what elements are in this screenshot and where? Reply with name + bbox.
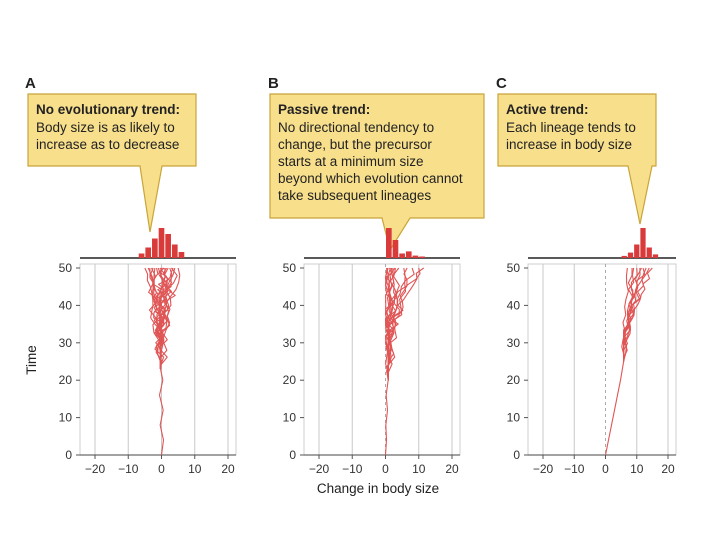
lineage-path [623,267,647,362]
callout-line: change, but the precursor [278,137,432,152]
lineage-group [384,267,425,456]
callout-line: starts at a minimum size [278,154,424,169]
y-tick-label: 20 [59,373,73,387]
histogram-bar [640,228,646,258]
y-tick-label: 30 [283,336,297,350]
lineage-path [623,267,653,362]
histogram-bar [627,252,634,258]
x-tick-label: 0 [382,462,389,476]
y-tick-label: 10 [507,411,521,425]
lineage-path [386,267,408,381]
histogram-bar [152,238,158,258]
histogram-bar [419,256,425,258]
lineage-trunk [604,361,625,456]
histogram-bar [634,244,640,258]
callout-line: increase in body size [506,137,632,152]
x-tick-label: −10 [564,462,585,476]
lineage-group [604,267,653,456]
x-tick-label: −10 [342,462,363,476]
panel-c: C Active trend: Each lineage tends to incre… [496,75,677,476]
histogram-bar [171,244,178,258]
callout-line: beyond which evolution cannot [278,171,463,186]
histogram-bar [386,228,392,258]
histogram-bar [412,255,419,258]
panel-a: ANo evolutionary trend: Body size is as l… [25,75,237,476]
y-tick-label: 10 [283,411,297,425]
x-tick-label: −20 [85,462,106,476]
callout-line: take subsequent lineages [278,188,431,203]
lineage-path [385,267,393,381]
x-tick-label: 0 [602,462,609,476]
callout-box [269,93,485,252]
histogram-bar [178,252,185,258]
panel-letter: B [268,75,279,92]
histogram-bar [138,253,145,258]
histogram-bar [399,253,405,258]
x-tick-label: 0 [158,462,165,476]
x-tick-label: 10 [412,462,426,476]
y-tick-label: 30 [507,336,521,350]
y-tick-label: 20 [283,373,297,387]
y-tick-label: 40 [59,298,73,312]
callout-box [27,93,197,233]
y-axis-label: Time [24,345,39,375]
callout-line: Body size is as likely to [36,120,175,135]
panel-b: B Passive trend: No directional tendency t… [268,75,485,476]
callout-line: No directional tendency to [278,120,434,135]
x-tick-label: −20 [309,462,330,476]
histogram-bar [646,247,652,258]
panel-letter: C [496,75,507,92]
lineage-path [157,267,169,369]
callout-line: increase as to decrease [36,137,179,152]
y-tick-label: 50 [283,261,297,275]
x-tick-label: 10 [630,462,644,476]
histogram-bar [165,234,171,258]
callout-title: No evolutionary trend: [36,102,180,117]
plot-frame [303,263,461,456]
y-tick-label: 40 [283,298,297,312]
y-tick-label: 40 [507,298,521,312]
histogram-bar [158,228,165,258]
lineage-path [385,267,395,381]
lineage-path [154,267,173,369]
lineage-path [385,267,400,381]
lineage-group [144,267,181,456]
y-tick-label: 50 [507,261,521,275]
x-tick-label: −10 [118,462,139,476]
histogram-bar [405,251,412,258]
y-tick-label: 0 [289,448,296,462]
y-tick-label: 0 [513,448,520,462]
histogram-bar [145,247,152,258]
plot-frame [527,263,677,456]
callout-box [497,93,657,225]
y-tick-label: 10 [59,411,73,425]
y-tick-label: 20 [507,373,521,387]
x-tick-label: 20 [661,462,675,476]
histogram-bar [621,255,627,258]
y-tick-label: 50 [59,261,73,275]
histogram-bar [652,254,659,258]
panel-letter: A [25,75,36,92]
x-tick-label: 10 [188,462,202,476]
lineage-path [623,267,642,362]
x-tick-label: −20 [533,462,554,476]
x-tick-label: 20 [221,462,235,476]
histogram-bar [392,240,399,258]
callout-line: Each lineage tends to [506,120,636,135]
lineage-path [154,267,167,369]
plot-frame [79,263,237,456]
y-tick-label: 0 [65,448,72,462]
callout-title: Active trend: [506,102,589,117]
y-tick-label: 30 [59,336,73,350]
lineage-path [387,267,421,381]
lineage-trunk [384,380,389,456]
x-tick-label: 20 [445,462,459,476]
callout-title: Passive trend: [278,102,370,117]
x-axis-label: Change in body size [317,481,439,496]
lineage-trunk [158,368,165,456]
